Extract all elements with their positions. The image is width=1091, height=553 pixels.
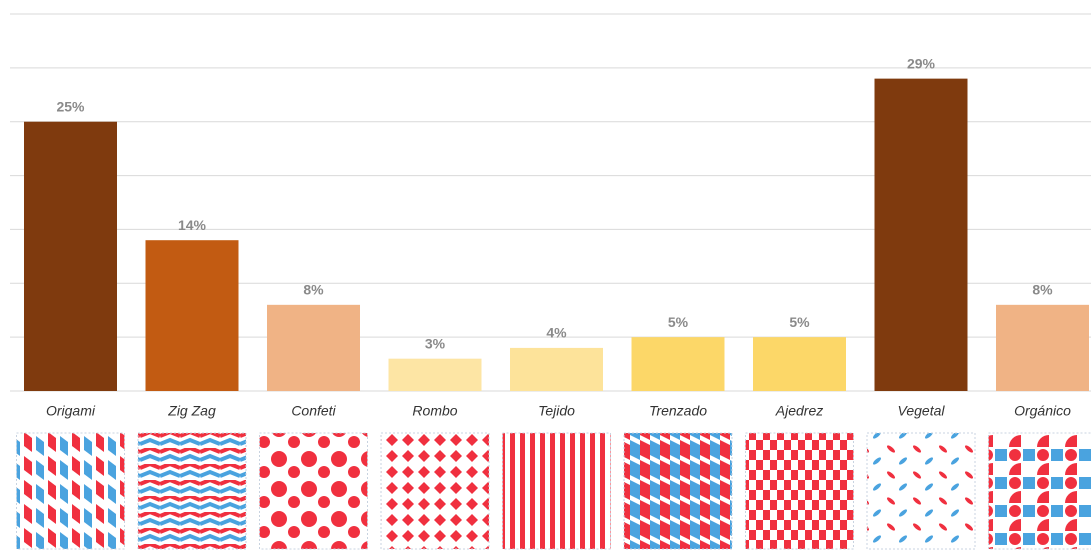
x-tick-label: Zig Zag [167, 403, 216, 419]
x-tick-label: Origami [46, 403, 96, 419]
x-tick-label: Trenzado [649, 403, 707, 419]
pattern-thumbnail [380, 432, 490, 550]
bar [996, 304, 1089, 391]
pattern-thumbnail [623, 432, 733, 550]
data-label: 3% [425, 335, 446, 351]
x-tick-label: Tejido [538, 403, 575, 419]
bar [24, 121, 117, 391]
bar [145, 240, 239, 391]
x-tick-label: Vegetal [898, 403, 946, 419]
data-label: 4% [546, 325, 567, 341]
data-label: 8% [1032, 282, 1053, 298]
pattern-thumbnail [745, 432, 854, 550]
data-label: 14% [178, 217, 207, 233]
pattern-thumbnail [16, 432, 125, 550]
x-tick-label: Orgánico [1014, 403, 1071, 419]
data-label: 5% [789, 314, 810, 330]
data-label: 5% [668, 314, 689, 330]
bar [874, 78, 968, 391]
pattern-thumbnail [137, 432, 247, 550]
bar [631, 337, 725, 391]
data-label: 25% [56, 98, 85, 114]
x-tick-label: Rombo [412, 403, 457, 419]
bar [510, 347, 603, 391]
data-label: 8% [303, 282, 324, 298]
pattern-thumbnail [502, 432, 611, 550]
data-label: 29% [907, 55, 936, 71]
pattern-thumbnail [259, 432, 368, 550]
bar [753, 337, 846, 391]
bar [267, 304, 360, 391]
pattern-thumbnail [988, 432, 1091, 550]
pattern-thumbnail [866, 432, 976, 550]
x-tick-label: Ajedrez [775, 403, 823, 419]
x-tick-label: Confeti [291, 403, 336, 419]
bar [388, 358, 482, 391]
